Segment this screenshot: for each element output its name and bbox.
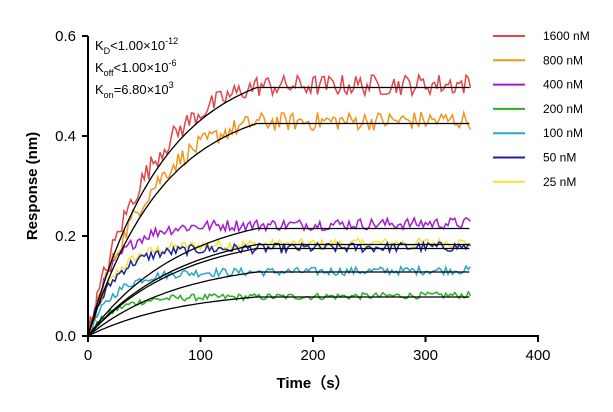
fit-line-800-nm xyxy=(87,122,470,337)
fit-line-400-nm xyxy=(87,227,470,337)
x-tick-label-3: 300 xyxy=(413,347,438,364)
x-axis-title: Time（s） xyxy=(276,374,349,392)
legend-label-2: 400 nM xyxy=(543,78,583,92)
fit-layer xyxy=(87,86,470,337)
series-line-100-nm xyxy=(87,264,472,337)
legend-label-1: 800 nM xyxy=(543,53,583,67)
fit-line-50-nm xyxy=(87,247,470,337)
koff-annotation: Koff<1.00×10-6 xyxy=(95,58,176,78)
legend: 1600 nM 800 nM 400 nM 200 nM 100 nM 50 nM 25 n… xyxy=(493,29,590,189)
y-tick-label-3: 0.6 xyxy=(55,28,76,45)
kon-annotation: Kon=6.80×103 xyxy=(95,80,174,100)
legend-label-4: 100 nM xyxy=(543,126,583,140)
legend-label-3: 200 nM xyxy=(543,102,583,116)
fit-line-200-nm xyxy=(87,296,470,337)
x-tick-label-2: 200 xyxy=(300,347,325,364)
legend-label-5: 50 nM xyxy=(543,151,576,165)
series-line-800-nm xyxy=(87,109,472,337)
kd-annotation: KD<1.00×10-12 xyxy=(95,36,178,56)
y-tick-label-0: 0.0 xyxy=(55,328,76,345)
y-tick-label-1: 0.2 xyxy=(55,228,76,245)
legend-label-0: 1600 nM xyxy=(543,29,590,43)
series-line-25-nm xyxy=(87,236,472,337)
axis-ticks: 0 100 200 300 400 0.0 0.2 0.4 0.6 xyxy=(55,28,550,364)
series-line-200-nm xyxy=(87,290,472,337)
x-tick-label-0: 0 xyxy=(84,347,92,364)
fit-line-1600-nm xyxy=(87,86,470,337)
x-tick-label-4: 400 xyxy=(525,347,550,364)
y-axis-title: Response (nm) xyxy=(24,132,41,240)
legend-label-6: 25 nM xyxy=(543,175,576,189)
series-line-400-nm xyxy=(87,215,472,337)
x-tick-label-1: 100 xyxy=(188,347,213,364)
y-tick-label-2: 0.4 xyxy=(55,128,76,145)
fit-line-100-nm xyxy=(87,271,470,337)
fit-line-25-nm xyxy=(87,243,470,337)
